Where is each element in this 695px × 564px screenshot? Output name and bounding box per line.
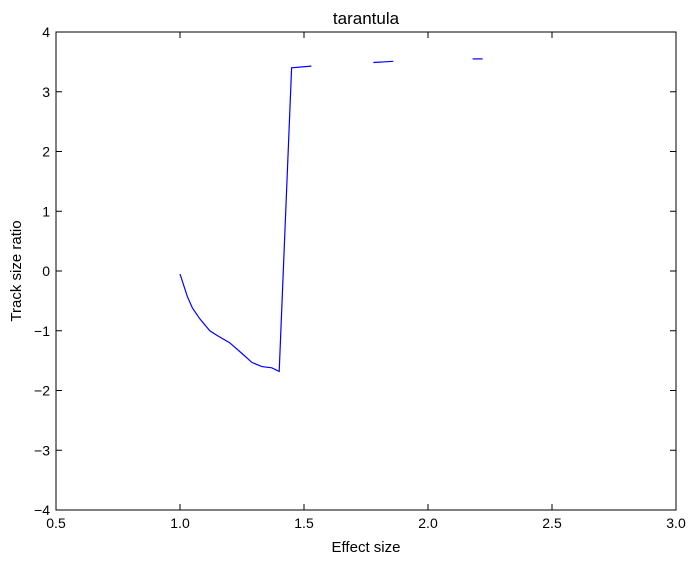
x-tick-label: 2.0 <box>418 515 438 531</box>
x-tick-label: 2.5 <box>542 515 562 531</box>
series-line-segment <box>373 60 394 64</box>
x-tick-label: 1.0 <box>170 515 190 531</box>
x-tick-label: 0.5 <box>46 515 66 531</box>
ticks-layer: 0.5 1.0 1.5 2.0 2.5 3.0 4 3 2 1 0 −1 −2 −3 −4 <box>34 24 686 531</box>
y-tick-label: 1 <box>42 203 50 219</box>
x-tick-label: 1.5 <box>294 515 314 531</box>
series-line-segment <box>179 65 312 373</box>
chart-title: tarantula <box>333 9 400 28</box>
y-tick-label: 2 <box>42 144 50 160</box>
x-axis-label: Effect size <box>332 539 401 556</box>
y-tick-label: −2 <box>34 383 50 399</box>
y-tick-label: −3 <box>34 442 50 458</box>
y-tick-label: 3 <box>42 84 50 100</box>
y-tick-label: −1 <box>34 323 50 339</box>
y-tick-label: −4 <box>34 502 50 518</box>
plot-area <box>56 32 676 510</box>
series-layer <box>179 58 483 373</box>
y-tick-label: 4 <box>42 24 50 40</box>
x-tick-label: 3.0 <box>666 515 686 531</box>
y-axis-label: Track size ratio <box>8 220 25 321</box>
y-tick-label: 0 <box>42 263 50 279</box>
